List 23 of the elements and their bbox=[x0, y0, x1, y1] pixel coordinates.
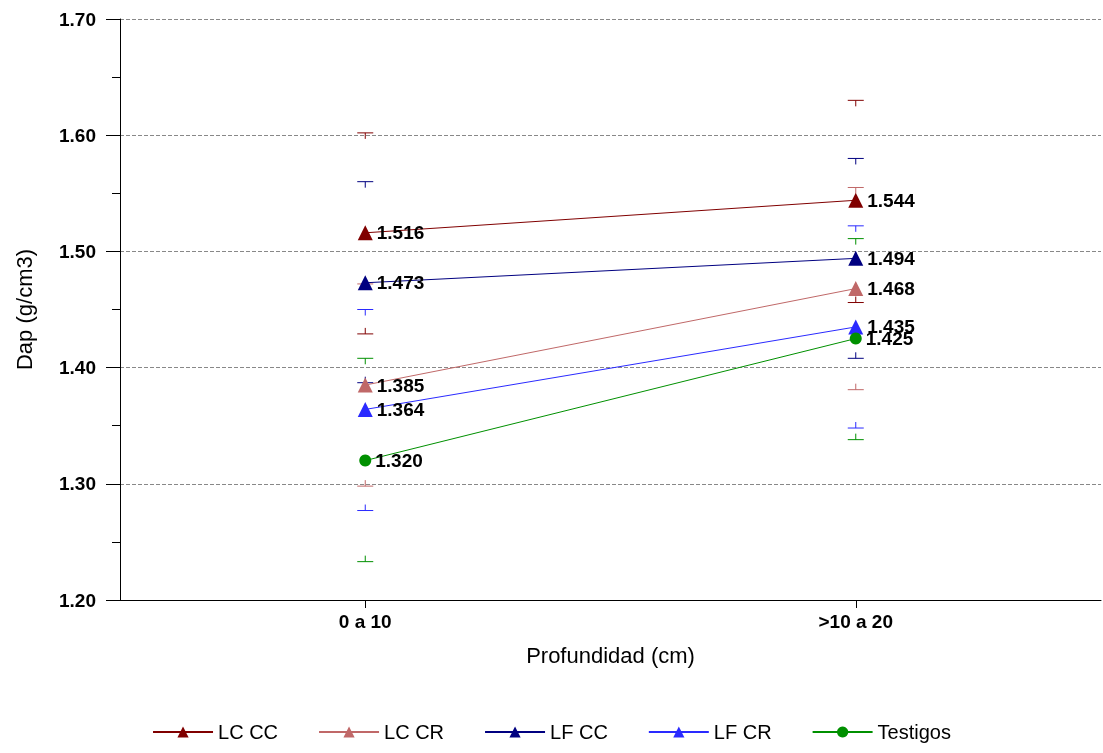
y-axis-title: Dap (g/cm3) bbox=[11, 248, 37, 371]
legend-label: LC CR bbox=[384, 721, 445, 743]
legend-label: LC CC bbox=[218, 721, 279, 743]
y-tick-label: 1.20 bbox=[59, 589, 96, 611]
point bbox=[849, 332, 862, 345]
y-tick-label: 1.40 bbox=[59, 357, 96, 379]
y-tick-label: 1.30 bbox=[59, 473, 96, 495]
y-tick-label: 1.50 bbox=[59, 240, 96, 262]
data-label: 1.494 bbox=[867, 247, 916, 269]
data-label: 1.468 bbox=[867, 278, 915, 300]
legend-label: LF CC bbox=[550, 721, 608, 743]
data-label: 1.544 bbox=[867, 189, 916, 211]
legend-label: Testigos bbox=[877, 721, 951, 743]
data-label: 1.385 bbox=[376, 374, 425, 396]
x-tick-label: >10 a 20 bbox=[818, 611, 893, 632]
y-tick-label: 1.70 bbox=[59, 8, 96, 30]
point bbox=[359, 454, 372, 467]
y-tick-label: 1.60 bbox=[59, 124, 96, 146]
data-label: 1.364 bbox=[376, 398, 425, 420]
x-tick-label: 0 a 10 bbox=[338, 611, 392, 632]
legend-label: LF CR bbox=[713, 721, 772, 743]
data-label: 1.320 bbox=[375, 450, 423, 472]
x-axis-title: Profundidad (cm) bbox=[526, 642, 695, 668]
